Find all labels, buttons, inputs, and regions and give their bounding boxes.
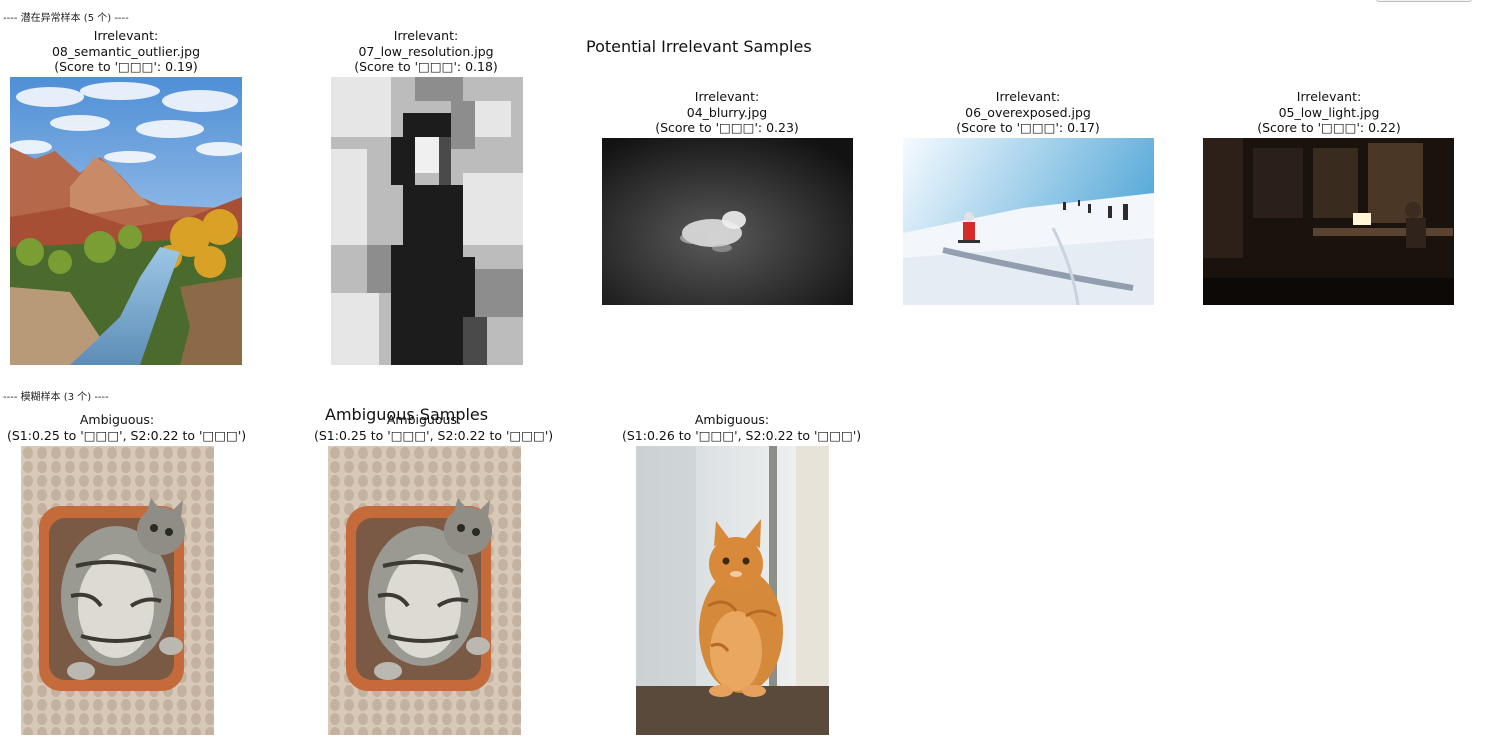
dark-room-image <box>1203 138 1454 305</box>
sample-type: Irrelevant: <box>1296 89 1362 104</box>
sample-caption: Irrelevant: 06_overexposed.jpg (Score to… <box>928 89 1128 136</box>
sample-caption: Ambiguous: (S1:0.25 to '□□□', S2:0.22 to… <box>314 412 554 443</box>
sample-type: Ambiguous: <box>79 412 155 427</box>
figure-title-ambiguous: Ambiguous Samples <box>325 405 489 424</box>
sample-caption: Irrelevant: 07_low_resolution.jpg (Score… <box>326 28 526 75</box>
sample-type: Irrelevant: <box>93 28 159 43</box>
sample-thumbnail-pixelated-portrait[interactable] <box>331 77 523 365</box>
pixelated-portrait-image <box>331 77 523 365</box>
sample-thumbnail-dark-room[interactable] <box>1203 138 1454 305</box>
blurry-dog-image <box>602 138 853 305</box>
section-label-irrelevant: ---- 潜在异常样本 (5 个) ---- <box>3 13 129 24</box>
sample-filename: 04_blurry.jpg <box>686 104 768 120</box>
sample-scores: (S1:0.25 to '□□□', S2:0.22 to '□□□') <box>314 427 554 443</box>
sample-thumbnail-tabby-cat[interactable] <box>21 446 214 735</box>
sample-type: Irrelevant: <box>995 89 1061 104</box>
sample-thumbnail-orange-cat[interactable] <box>636 446 829 735</box>
sample-thumbnail-tabby-cat[interactable] <box>328 446 521 735</box>
sample-caption: Irrelevant: 08_semantic_outlier.jpg (Sco… <box>26 28 226 75</box>
sample-thumbnail-blurry-dog[interactable] <box>602 138 853 305</box>
sample-filename: 08_semantic_outlier.jpg <box>51 43 201 59</box>
sample-filename: 06_overexposed.jpg <box>965 104 1091 120</box>
figure-title-irrelevant: Potential Irrelevant Samples <box>586 37 812 56</box>
window-corner-tab <box>1376 0 1472 2</box>
sample-caption: Irrelevant: 05_low_light.jpg (Score to '… <box>1229 89 1429 136</box>
sample-thumbnail-mountain-canyon[interactable] <box>10 77 242 365</box>
sample-filename: 07_low_resolution.jpg <box>358 43 494 59</box>
sample-thumbnail-skiers[interactable] <box>903 138 1154 305</box>
mountain-canyon-image <box>10 77 242 365</box>
sample-score: (Score to '□□□': 0.19) <box>54 59 198 74</box>
sample-score: (Score to '□□□': 0.18) <box>354 59 498 74</box>
sample-type: Irrelevant: <box>694 89 760 104</box>
sample-type: Irrelevant: <box>393 28 459 43</box>
sample-score: (Score to '□□□': 0.17) <box>956 120 1100 135</box>
sample-scores: (S1:0.26 to '□□□', S2:0.22 to '□□□') <box>622 427 862 443</box>
tabby-cat-basket-image <box>328 446 521 735</box>
sample-type: Ambiguous: <box>694 412 770 427</box>
sample-score: (Score to '□□□': 0.23) <box>655 120 799 135</box>
sample-scores: (S1:0.25 to '□□□', S2:0.22 to '□□□') <box>7 427 247 443</box>
sample-type: Ambiguous: <box>386 412 462 427</box>
tabby-cat-basket-image <box>21 446 214 735</box>
skiers-snow-image <box>903 138 1154 305</box>
sample-caption: Ambiguous: (S1:0.25 to '□□□', S2:0.22 to… <box>7 412 247 443</box>
sample-filename: 05_low_light.jpg <box>1278 104 1380 120</box>
section-label-ambiguous: ---- 模糊样本 (3 个) ---- <box>3 392 109 403</box>
orange-cat-window-image <box>636 446 829 735</box>
sample-caption: Ambiguous: (S1:0.26 to '□□□', S2:0.22 to… <box>622 412 862 443</box>
sample-score: (Score to '□□□': 0.22) <box>1257 120 1401 135</box>
sample-caption: Irrelevant: 04_blurry.jpg (Score to '□□□… <box>627 89 827 136</box>
